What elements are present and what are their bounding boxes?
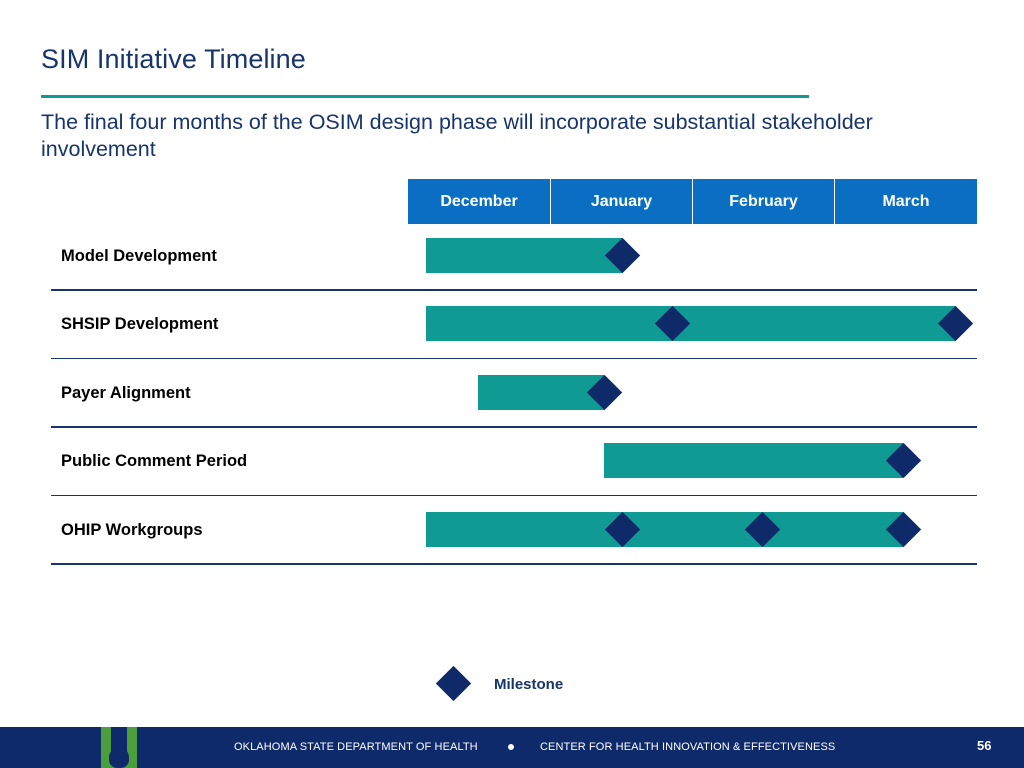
month-december: December (408, 179, 550, 224)
month-january: January (550, 179, 692, 224)
row-divider (51, 426, 977, 428)
month-header: December January February March (408, 179, 977, 224)
row-divider (51, 357, 977, 360)
row-divider (51, 563, 977, 565)
timeline-bar (604, 443, 904, 479)
timeline-bar (426, 238, 623, 273)
legend-label: Milestone (494, 676, 564, 693)
month-february: February (692, 179, 834, 224)
legend-milestone-icon (435, 665, 472, 702)
row-label: Public Comment Period (61, 452, 248, 471)
row-divider (51, 494, 977, 497)
row-label: Model Development (61, 247, 217, 265)
row-label: Payer Alignment (61, 383, 191, 402)
footer-org: OKLAHOMA STATE DEPARTMENT OF HEALTH (234, 741, 478, 753)
timeline-bar (426, 511, 904, 547)
page-subtitle: The final four months of the OSIM design… (41, 110, 873, 161)
timeline-bar (477, 374, 605, 410)
row-label: SHSIP Development (61, 315, 219, 334)
page-number: 56 (977, 738, 992, 753)
month-march: March (834, 179, 977, 224)
row-divider (51, 289, 977, 291)
footer: OKLAHOMA STATE DEPARTMENT OF HEALTH CENT… (0, 727, 1024, 768)
row-label: OHIP Workgroups (61, 520, 203, 539)
footer-center: CENTER FOR HEALTH INNOVATION & EFFECTIVE… (540, 741, 836, 753)
page-title: SIM Initiative Timeline (41, 44, 306, 74)
footer-bullet-icon (508, 744, 514, 750)
title-underline (41, 95, 809, 98)
apple-logo-icon (101, 727, 137, 768)
timeline-bar (426, 306, 956, 342)
